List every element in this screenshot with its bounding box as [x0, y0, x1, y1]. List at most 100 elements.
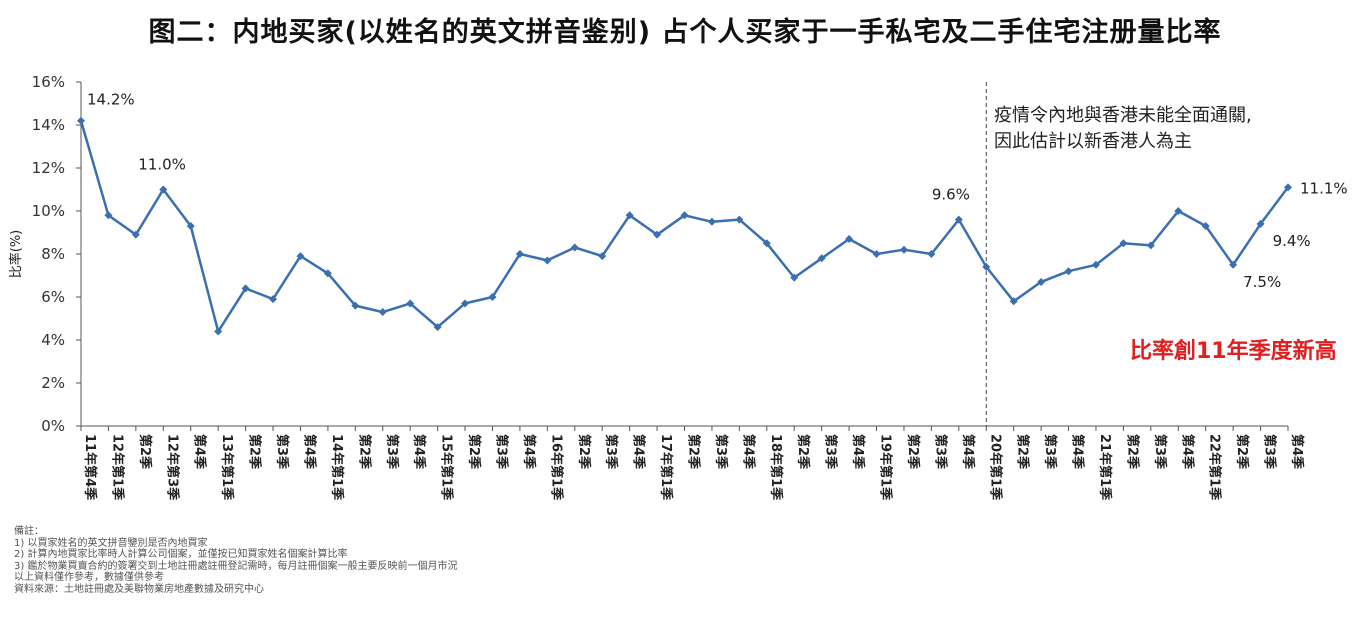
x-tick-label: 第3季 — [1262, 434, 1278, 469]
x-tick-label: 20年第1季 — [987, 434, 1003, 500]
x-tick-label: 12年第1季 — [109, 434, 125, 500]
x-tick-label: 第2季 — [247, 434, 263, 469]
x-tick-label: 第4季 — [850, 434, 866, 469]
x-tick-label: 13年第1季 — [219, 434, 235, 500]
x-tick-label: 第4季 — [301, 434, 317, 469]
data-point — [1119, 239, 1128, 248]
x-tick-label: 第3季 — [274, 434, 290, 469]
footnote-line: 以上資料僅作參考，數據僅供參考 — [14, 572, 164, 583]
x-tick-label: 第4季 — [521, 434, 537, 469]
x-tick-label: 第4季 — [411, 434, 427, 469]
x-tick-label: 第2季 — [686, 434, 702, 469]
y-axis-label: 比率(%) — [8, 230, 24, 279]
x-tick-label: 第3季 — [823, 434, 839, 469]
data-point — [653, 230, 662, 239]
data-point — [1174, 207, 1183, 215]
data-point — [982, 262, 991, 271]
data-point — [872, 250, 881, 258]
data-point — [77, 116, 85, 125]
data-point — [131, 230, 140, 239]
data-label: 14.2% — [87, 91, 135, 109]
x-tick-label: 第4季 — [740, 434, 756, 469]
data-label: 9.4% — [1273, 232, 1311, 250]
y-tick-label: 16% — [32, 73, 65, 91]
y-tick-label: 8% — [41, 245, 65, 263]
data-point — [214, 327, 223, 336]
data-point — [1146, 241, 1155, 250]
x-tick-label: 第4季 — [1070, 434, 1086, 469]
data-point — [927, 250, 936, 258]
data-point — [680, 211, 689, 220]
y-tick-label: 0% — [41, 417, 65, 435]
series-points — [77, 116, 1292, 336]
x-tick-label: 第3季 — [603, 434, 619, 469]
x-tick-label: 第4季 — [631, 434, 647, 469]
data-point — [707, 217, 716, 226]
data-point — [159, 185, 168, 194]
x-tick-label: 第4季 — [960, 434, 976, 469]
data-point — [570, 243, 579, 252]
x-tick-label: 11年第4季 — [82, 434, 98, 500]
x-tick-label: 第4季 — [192, 434, 208, 469]
x-tick-label: 第2季 — [795, 434, 811, 469]
data-label: 11.0% — [138, 156, 186, 174]
x-tick-label: 第2季 — [466, 434, 482, 469]
data-point — [543, 256, 552, 265]
data-point — [433, 323, 442, 332]
data-point — [241, 284, 250, 293]
x-tick-label: 21年第1季 — [1097, 434, 1113, 500]
y-tick-label: 10% — [32, 202, 65, 220]
x-tick-label: 第2季 — [137, 434, 153, 469]
y-tick-label: 14% — [32, 116, 65, 134]
record-high-callout: 比率創11年季度新高 — [1130, 339, 1337, 364]
annotation-line-1: 疫情令內地與香港未能全面通關, — [994, 105, 1252, 126]
data-point — [186, 222, 195, 231]
x-tick-label: 第4季 — [1179, 434, 1195, 469]
data-point — [296, 252, 305, 261]
data-point — [1229, 260, 1238, 269]
pandemic-annotation: 疫情令內地與香港未能全面通關, 因此估計以新香港人為主 — [994, 103, 1252, 155]
x-tick-label: 22年第1季 — [1207, 434, 1223, 500]
data-labels: 14.2% 11.0% 9.6% 7.5% 9.4% 11.1% — [87, 91, 1348, 291]
x-tick-label: 14年第1季 — [329, 434, 345, 500]
data-label: 11.1% — [1300, 179, 1348, 197]
x-tick-label: 17年第1季 — [658, 434, 674, 500]
footnote-line: 3) 鑑於物業買賣合約的簽署交到土地註冊處註冊登記需時，每月註冊個案一般主要反映… — [14, 560, 458, 572]
x-tick-label: 第4季 — [1289, 434, 1305, 469]
x-tick-label: 第3季 — [932, 434, 948, 469]
data-label: 9.6% — [932, 186, 970, 204]
data-point — [762, 239, 771, 248]
data-point — [351, 301, 360, 310]
x-tick-label: 16年第1季 — [548, 434, 564, 500]
data-point — [378, 308, 387, 317]
data-point — [899, 245, 908, 254]
x-tick-label: 第3季 — [493, 434, 509, 469]
data-point — [790, 273, 799, 282]
data-point — [269, 295, 278, 304]
data-point — [845, 234, 854, 243]
x-axis-ticks: 11年第4季 12年第1季 第2季 12年第3季 第4季 13年第1季 第2季 第3季 第4季 1… — [80, 426, 1305, 500]
y-tick-label: 4% — [41, 331, 65, 349]
y-tick-label: 2% — [41, 374, 65, 392]
x-tick-label: 15年第1季 — [439, 434, 455, 500]
x-tick-label: 第2季 — [1124, 434, 1140, 469]
y-tick-label: 12% — [32, 159, 65, 177]
x-tick-label: 18年第1季 — [768, 434, 784, 500]
x-tick-label: 19年第1季 — [878, 434, 894, 500]
x-tick-label: 第3季 — [1042, 434, 1058, 469]
data-point — [1256, 219, 1265, 228]
data-point — [406, 299, 415, 308]
data-point — [625, 211, 634, 220]
x-tick-label: 第2季 — [905, 434, 921, 469]
data-point — [1284, 183, 1292, 192]
data-label: 7.5% — [1243, 273, 1281, 291]
annotation-line-2: 因此估計以新香港人為主 — [994, 131, 1192, 152]
x-tick-label: 第2季 — [356, 434, 372, 469]
chart-title: 图二：内地买家(以姓名的英文拼音鉴别) 占个人买家于一手私宅及二手住宅注册量比率 — [148, 17, 1222, 48]
footnote-line: 1) 以買家姓名的英文拼音鑒別是否內地買家 — [14, 537, 208, 549]
x-tick-label: 第2季 — [1015, 434, 1031, 469]
x-tick-label: 第2季 — [1234, 434, 1250, 469]
data-point — [488, 293, 497, 301]
data-point — [1091, 260, 1100, 269]
footnote-line: 2) 計算內地買家比率時人計算公司個案，並僅按已知買家姓名個案計算比率 — [14, 549, 348, 560]
